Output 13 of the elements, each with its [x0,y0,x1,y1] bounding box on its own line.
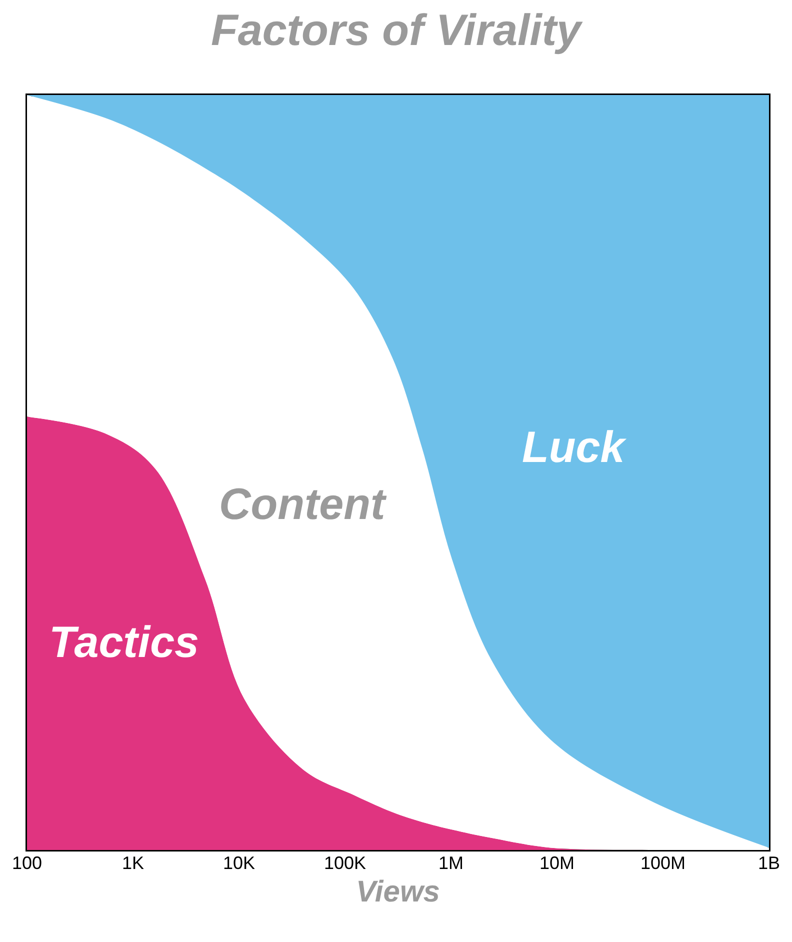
x-tick-label: 100 [12,853,42,873]
x-tick-label: 100K [324,853,366,873]
x-tick-label: 10M [539,853,575,873]
x-axis-title: Views [356,876,440,908]
series-label: Luck [522,423,628,472]
x-tick-label: 1B [758,853,780,873]
chart-title: Factors of Virality [210,6,584,55]
x-tick-label: 1K [122,853,144,873]
series-label: Content [219,480,388,529]
x-tick-label: 1M [438,853,464,873]
series-label: Tactics [49,618,200,667]
x-tick-label: 10K [222,853,256,873]
x-tick-label: 100M [640,853,686,873]
